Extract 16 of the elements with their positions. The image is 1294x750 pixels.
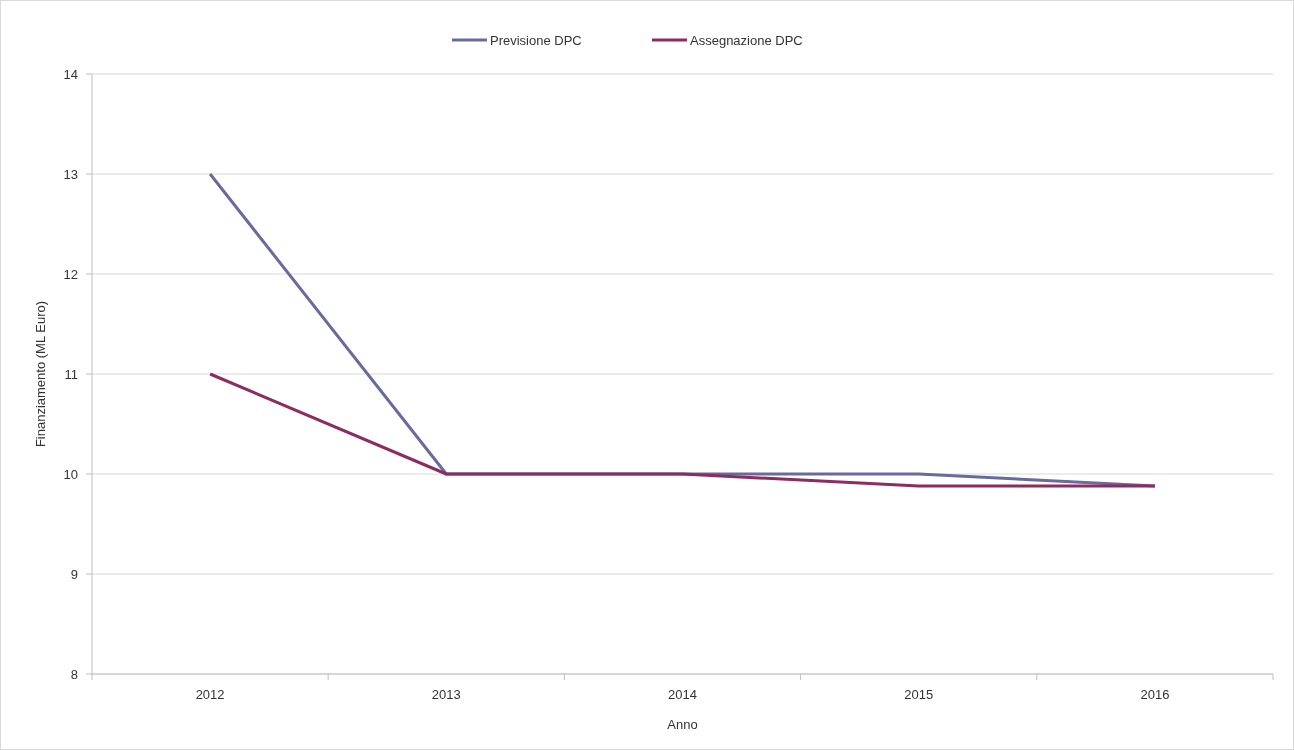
y-tick-label: 9 bbox=[70, 566, 78, 582]
x-tick-label: 2012 bbox=[195, 687, 225, 702]
legend-label: Assegnazione DPC bbox=[690, 32, 803, 48]
y-tick-label: 11 bbox=[64, 366, 78, 382]
x-tick-label: 2016 bbox=[1140, 687, 1170, 702]
x-axis-title: Anno bbox=[667, 717, 698, 732]
x-tick-label: 2013 bbox=[431, 687, 461, 702]
y-axis-title: Finanziamento (ML Euro) bbox=[33, 300, 48, 448]
x-tick-label: 2015 bbox=[904, 687, 934, 702]
x-tick-label: 2014 bbox=[668, 687, 697, 702]
legend-label: Previsione DPC bbox=[490, 32, 582, 48]
y-tick-label: 10 bbox=[63, 466, 78, 482]
y-tick-label: 12 bbox=[63, 266, 78, 282]
y-tick-label: 13 bbox=[63, 166, 78, 182]
y-tick-label: 8 bbox=[70, 666, 78, 682]
y-tick-label: 14 bbox=[63, 66, 78, 82]
